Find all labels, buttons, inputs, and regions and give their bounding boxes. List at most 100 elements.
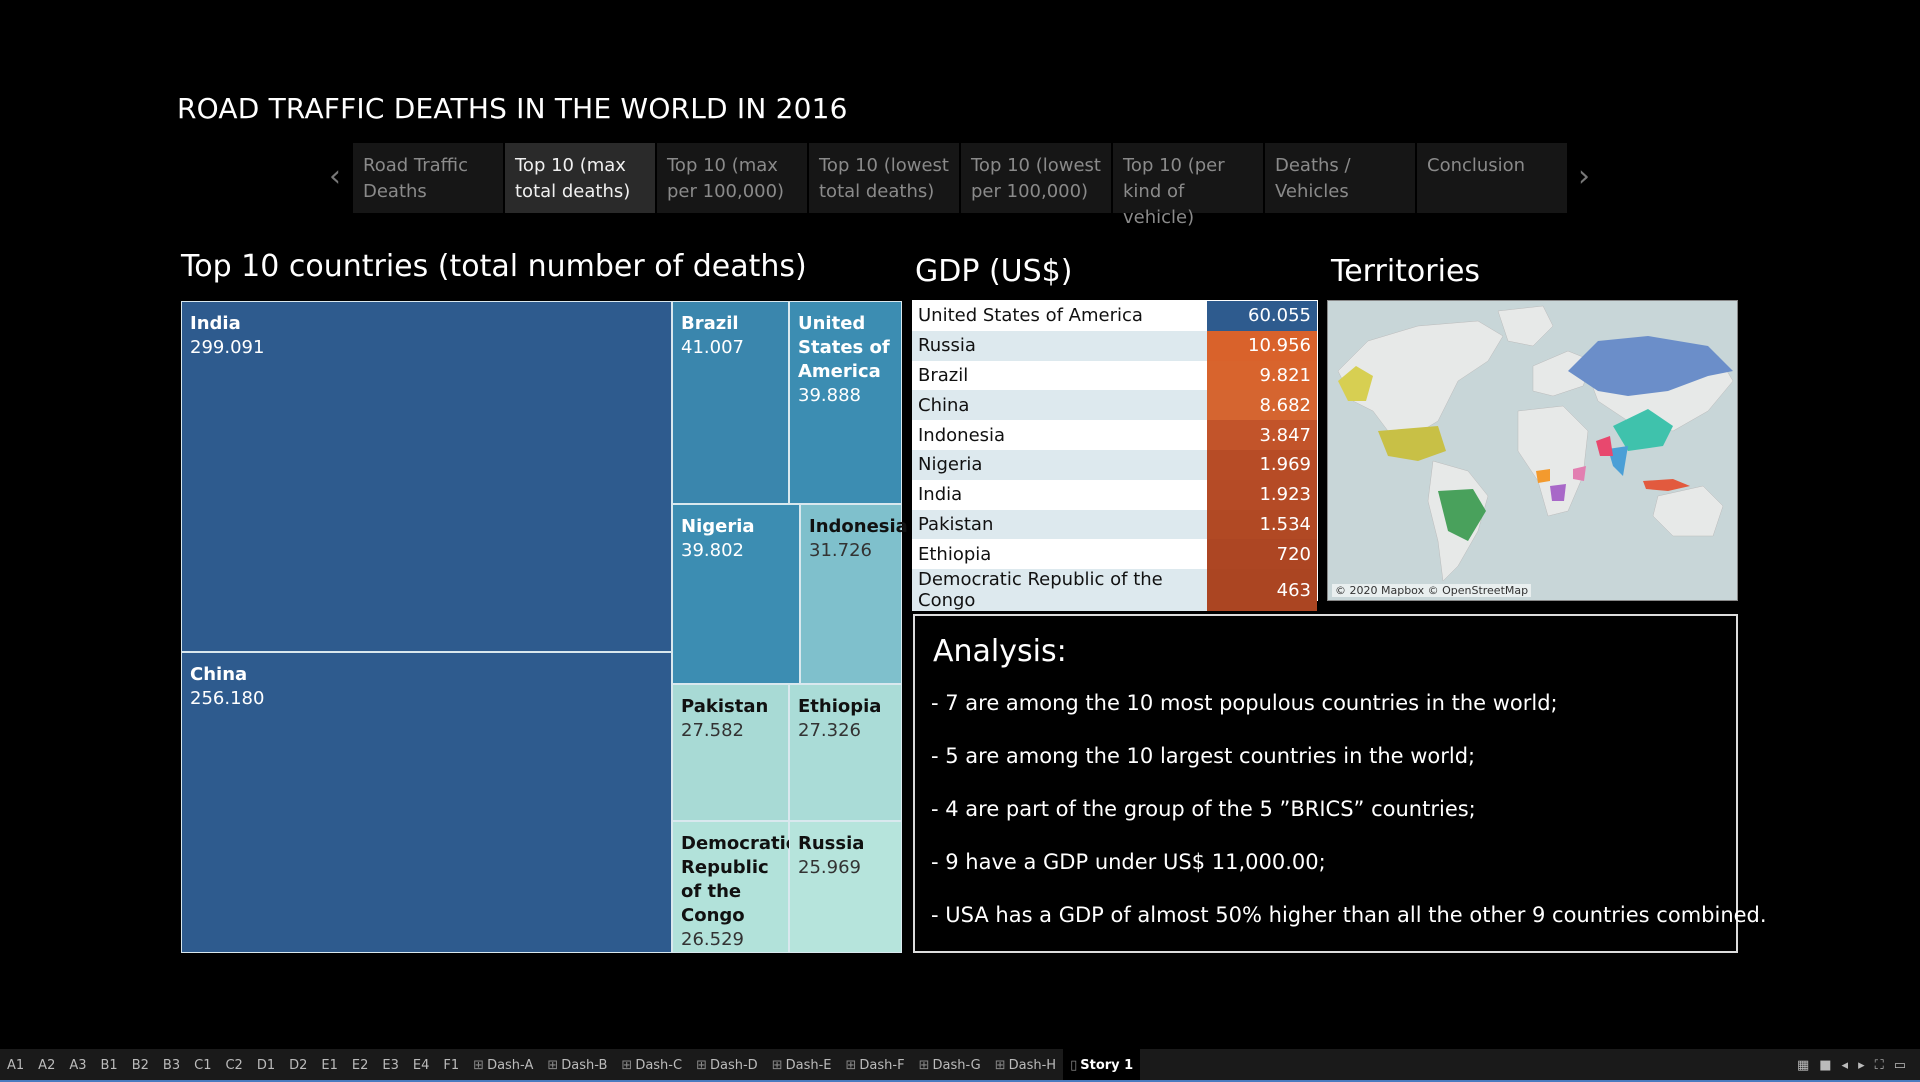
treemap-cell-russia[interactable]: Russia 25.969	[789, 821, 902, 953]
gdp-row[interactable]: Democratic Republic of the Congo 463	[912, 569, 1317, 612]
sheet-tab-label: D1	[256, 1058, 276, 1073]
story-tab-deaths-vehicles[interactable]: Deaths / Vehicles	[1265, 143, 1415, 213]
gdp-value: 1.923	[1206, 479, 1317, 510]
gdp-row[interactable]: Ethiopia 720	[912, 539, 1317, 570]
sheet-tab-label: Dash-B	[561, 1058, 608, 1073]
gdp-row[interactable]: China 8.682	[912, 390, 1317, 421]
story-tab-top10-lowest-per-100000[interactable]: Top 10 (lowest per 100,000)	[961, 143, 1111, 213]
russia-shape	[1568, 336, 1733, 396]
cell-value: 39.802	[681, 540, 744, 561]
gdp-country: Pakistan	[918, 513, 994, 535]
gdp-country: Ethiopia	[918, 543, 992, 565]
gdp-country: Nigeria	[918, 454, 983, 476]
sheet-tab[interactable]: E3	[375, 1049, 406, 1082]
gdp-row[interactable]: Indonesia 3.847	[912, 420, 1317, 450]
sheet-tab-label: C1	[194, 1058, 212, 1073]
map-credit: © 2020 Mapbox © OpenStreetMap	[1332, 584, 1532, 597]
analysis-line: - 9 have a GDP under US$ 11,000.00;	[931, 850, 1326, 874]
sheet-tab-label: E4	[412, 1058, 430, 1073]
treemap-cell-china[interactable]: China 256.180	[181, 652, 672, 953]
gdp-table: United States of America 60.055 Russia 10.9…	[912, 301, 1317, 612]
story-tab-conclusion[interactable]: Conclusion	[1417, 143, 1567, 213]
story-tabs: Road Traffic Deaths Top 10 (max total de…	[353, 143, 1567, 228]
cell-label: Indonesia	[809, 516, 908, 537]
sheet-tab[interactable]: ⊞ Dash-F	[839, 1049, 912, 1082]
sheet-tab[interactable]: ⊞ Dash-H	[988, 1049, 1063, 1082]
brazil-shape	[1438, 489, 1486, 541]
sheet-tab[interactable]: ▯ Story 1	[1063, 1049, 1141, 1082]
gdp-country: China	[918, 394, 970, 416]
sheet-tab[interactable]: E4	[406, 1049, 437, 1082]
treemap-cell-drc[interactable]: Democratic Republic of the Congo 26.529	[672, 821, 796, 953]
grid-view-icon[interactable]: ▦	[1796, 1058, 1810, 1073]
sheet-tab[interactable]: ⊞ Dash-A	[466, 1049, 540, 1082]
gdp-row[interactable]: India 1.923	[912, 479, 1317, 510]
sheet-tab[interactable]: A3	[62, 1049, 93, 1082]
north-america-land	[1337, 320, 1504, 437]
fullscreen-icon[interactable]: ⛶	[1874, 1058, 1884, 1073]
sheet-tab[interactable]: C2	[218, 1049, 249, 1082]
gdp-value: 8.682	[1206, 390, 1317, 421]
cell-value: 25.969	[798, 857, 861, 878]
gdp-row[interactable]: Brazil 9.821	[912, 360, 1317, 391]
sheet-tab[interactable]: ⊞ Dash-E	[765, 1049, 839, 1082]
treemap-cell-india[interactable]: India 299.091	[181, 301, 672, 652]
gdp-row[interactable]: Pakistan 1.534	[912, 509, 1317, 540]
story-tab-top10-max-per-100000[interactable]: Top 10 (max per 100,000)	[657, 143, 807, 213]
sheet-tab-label: Dash-A	[487, 1058, 534, 1073]
sheet-tab[interactable]: B1	[94, 1049, 125, 1082]
sheet-tab[interactable]: E1	[314, 1049, 345, 1082]
cell-label: Brazil	[681, 313, 739, 334]
story-tab-top10-lowest-total[interactable]: Top 10 (lowest total deaths)	[809, 143, 959, 213]
sheet-tab-label: E2	[351, 1058, 369, 1073]
sheet-tab[interactable]: D2	[282, 1049, 314, 1082]
sheet-tab-label: Story 1	[1080, 1058, 1134, 1073]
story-tab-road-traffic-deaths[interactable]: Road Traffic Deaths	[353, 143, 503, 213]
treemap-cell-pakistan[interactable]: Pakistan 27.582	[672, 684, 789, 821]
presentation-icon[interactable]: ▭	[1893, 1058, 1906, 1073]
prev-sheet-icon[interactable]: ◂	[1841, 1058, 1849, 1073]
china-shape	[1613, 409, 1673, 451]
sheet-tab-label: Dash-E	[785, 1058, 832, 1073]
chevron-right-icon[interactable]: ›	[1578, 159, 1590, 194]
sheet-bar-controls: ▦ ■ ◂ ▸ ⛶ ▭	[1797, 1049, 1906, 1082]
chevron-left-icon[interactable]: ‹	[329, 159, 341, 194]
territories-map[interactable]: © 2020 Mapbox © OpenStreetMap	[1327, 300, 1738, 601]
greenland-land	[1497, 305, 1554, 347]
gdp-value: 1.534	[1206, 509, 1317, 540]
sheet-tab[interactable]: A1	[0, 1049, 31, 1082]
sheet-tab[interactable]: F1	[436, 1049, 466, 1082]
analysis-box: Analysis: - 7 are among the 10 most popu…	[913, 614, 1767, 953]
filmstrip-view-icon[interactable]: ■	[1819, 1058, 1832, 1073]
sheet-tab[interactable]: A2	[31, 1049, 62, 1082]
sheet-tab[interactable]: ⊞ Dash-B	[540, 1049, 614, 1082]
sheet-tab[interactable]: D1	[250, 1049, 282, 1082]
cell-label: India	[190, 313, 241, 334]
sheet-tab[interactable]: ⊞ Dash-D	[689, 1049, 765, 1082]
gdp-country: Brazil	[918, 364, 969, 386]
treemap-cell-indonesia[interactable]: Indonesia 31.726	[800, 504, 908, 684]
next-sheet-icon[interactable]: ▸	[1858, 1058, 1865, 1073]
story-tab-top10-max-total[interactable]: Top 10 (max total deaths)	[505, 143, 655, 213]
sheet-tab-label: Dash-D	[709, 1058, 758, 1073]
dashboard-icon: ⊞	[918, 1058, 930, 1073]
dashboard-icon: ⊞	[547, 1058, 559, 1073]
story-tab-top10-per-vehicle[interactable]: Top 10 (per kind of vehicle)	[1113, 143, 1263, 228]
gdp-row[interactable]: Russia 10.956	[912, 330, 1317, 361]
gdp-row[interactable]: United States of America 60.055	[912, 301, 1317, 331]
sheet-tab[interactable]: B3	[156, 1049, 187, 1082]
sheet-tab[interactable]: B2	[125, 1049, 156, 1082]
sheet-tab[interactable]: ⊞ Dash-G	[912, 1049, 988, 1082]
gdp-country: United States of America	[918, 305, 1143, 327]
treemap-cell-usa[interactable]: United States of America 39.888	[789, 301, 902, 504]
gdp-row[interactable]: Nigeria 1.969	[912, 449, 1317, 480]
treemap-cell-brazil[interactable]: Brazil 41.007	[672, 301, 789, 504]
territories-title: Territories	[1331, 254, 1481, 289]
sheet-tab[interactable]: C1	[187, 1049, 218, 1082]
sheet-tab[interactable]: ⊞ Dash-C	[614, 1049, 689, 1082]
sheet-tab[interactable]: E2	[345, 1049, 376, 1082]
treemap-cell-nigeria[interactable]: Nigeria 39.802	[672, 504, 800, 684]
treemap-cell-ethiopia[interactable]: Ethiopia 27.326	[789, 684, 902, 821]
sheet-tab-label: Dash-F	[859, 1058, 905, 1073]
gdp-value: 60.055	[1206, 301, 1317, 331]
